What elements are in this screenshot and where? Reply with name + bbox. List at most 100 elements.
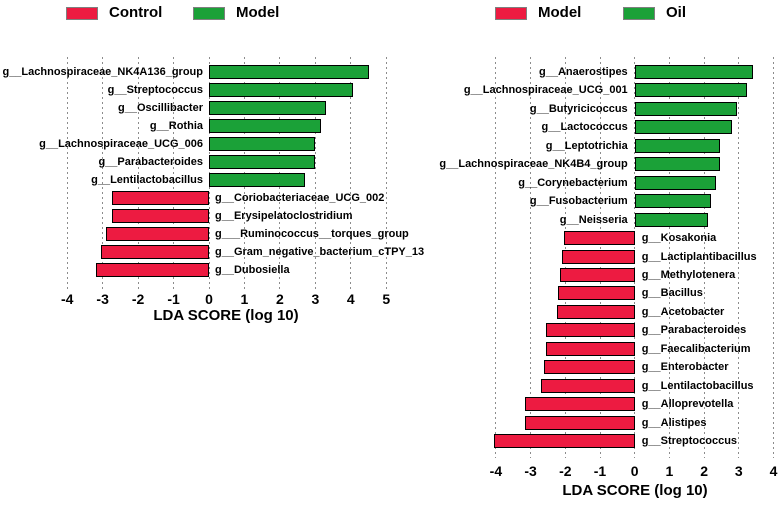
lda-bar <box>634 101 738 116</box>
gridline <box>350 57 352 289</box>
x-tick-label: 4 <box>346 291 355 307</box>
lda-bar <box>634 194 712 209</box>
taxon-label: g__Parabacteroides <box>98 156 203 168</box>
lda-bar <box>209 155 316 169</box>
lda-bar <box>558 286 635 301</box>
taxon-label: g__Lachnospiraceae_UCG_001 <box>463 84 628 97</box>
legend-item-model-right: Model <box>495 5 581 21</box>
legend-label-model-right: Model <box>538 4 582 21</box>
x-tick-label: -1 <box>167 291 180 307</box>
lda-bar <box>634 212 708 227</box>
taxon-label: g__Corynebacterium <box>518 176 628 189</box>
lda-bar <box>209 101 326 115</box>
lda-bar <box>209 173 305 187</box>
legend-swatch-model-left <box>193 6 225 20</box>
legend-item-oil: Oil <box>623 5 686 21</box>
taxon-label: g__Lachnospiraceae_UCG_006 <box>39 138 203 150</box>
taxon-label: g__Streptococcus <box>107 84 203 96</box>
lda-bar <box>556 304 635 319</box>
taxon-label: g__Lactococcus <box>541 121 628 134</box>
lda-bar <box>560 267 635 282</box>
gridline <box>102 57 104 289</box>
taxon-label: g__Lactiplantibacillus <box>641 250 757 263</box>
gridline <box>66 57 68 289</box>
taxon-label: g__Kosakonia <box>641 232 717 245</box>
taxon-label: g__Streptococcus <box>641 435 738 447</box>
taxon-label: g__Dubosiella <box>215 264 290 276</box>
x-tick-label: 1 <box>665 463 674 479</box>
legend-swatch-model-right <box>495 6 527 20</box>
lda-bar <box>209 83 353 97</box>
legend-item-model-left: Model <box>193 5 279 21</box>
legend-swatch-oil <box>623 6 655 20</box>
taxon-label: g__Oscillibacter <box>118 102 203 114</box>
x-tick-label: -2 <box>131 291 145 307</box>
x-tick-label: 0 <box>205 291 213 307</box>
x-tick-label: 5 <box>382 291 391 307</box>
lda-bar <box>563 231 635 246</box>
taxon-label: g__Lentilactobacillus <box>641 379 754 392</box>
x-tick-label: 2 <box>700 463 708 479</box>
x-tick-label: 0 <box>630 463 639 479</box>
x-tick-label: -2 <box>559 463 572 479</box>
x-tick-label: 3 <box>734 463 743 479</box>
taxon-label: g___Ruminococcus__torques_group <box>215 228 409 240</box>
gridline <box>385 57 387 289</box>
taxon-label: g__Coriobacteriaceae_UCG_002 <box>215 192 385 204</box>
taxon-label: g__Anaerostipes <box>539 66 628 78</box>
lda-bar <box>546 341 635 356</box>
taxon-label: g__Butyricicoccus <box>529 102 628 115</box>
gridline <box>668 57 670 458</box>
taxon-label: g__Leptotrichia <box>545 139 628 152</box>
taxon-label: g__Neisseria <box>559 213 628 226</box>
gridline <box>530 57 532 458</box>
taxon-label: g__Enterobacter <box>641 361 729 374</box>
taxon-label: g__Methylotenera <box>641 268 736 281</box>
taxon-label: g__Lachnospiraceae_NK4B4_group <box>439 158 628 171</box>
gridline <box>703 57 705 458</box>
x-axis-title-right: LDA SCORE (log 10) <box>562 482 708 499</box>
lda-bar <box>561 249 635 264</box>
gridline <box>634 57 636 458</box>
taxon-label: g__Rothia <box>149 120 203 132</box>
x-tick-label: -4 <box>489 463 503 479</box>
gridline <box>137 57 139 289</box>
taxon-label: g__Erysipelatoclostridium <box>215 210 353 222</box>
taxon-label: g__Alloprevotella <box>641 398 734 411</box>
lda-bar <box>541 378 635 393</box>
lda-bar <box>494 434 635 448</box>
lda-bar <box>111 191 209 205</box>
x-tick-label: -4 <box>60 291 74 307</box>
gridline <box>738 57 740 458</box>
legend-item-control: Control <box>66 5 162 21</box>
taxon-label: g__Fusobacterium <box>529 195 628 208</box>
lda-bar <box>100 245 209 259</box>
lda-bar <box>634 120 732 135</box>
x-tick-label: 4 <box>769 463 778 479</box>
taxon-label: g__Lachnospiraceae_NK4A136_group <box>2 66 203 78</box>
legend-swatch-control <box>66 6 98 20</box>
lda-bar <box>544 360 635 375</box>
lda-bar <box>634 175 717 190</box>
x-tick-label: -3 <box>524 463 537 479</box>
lda-bar <box>634 83 748 98</box>
legend-label-control: Control <box>109 4 163 21</box>
lda-bar <box>111 209 209 223</box>
lda-bar <box>525 415 635 430</box>
taxon-label: g__Faecalibacterium <box>641 342 751 355</box>
lda-bar <box>525 397 635 412</box>
lda-bar <box>634 138 720 153</box>
lda-bar <box>546 323 635 338</box>
lda-bar <box>95 263 209 277</box>
lda-bar <box>634 65 753 79</box>
taxon-label: g__Parabacteroides <box>641 324 747 337</box>
lda-bar <box>106 227 209 241</box>
x-tick-label: 3 <box>311 291 320 307</box>
lda-bar <box>209 65 369 79</box>
gridline <box>173 57 175 289</box>
x-tick-label: 1 <box>240 291 249 307</box>
lda-bar <box>634 157 720 172</box>
gridline <box>495 57 497 458</box>
